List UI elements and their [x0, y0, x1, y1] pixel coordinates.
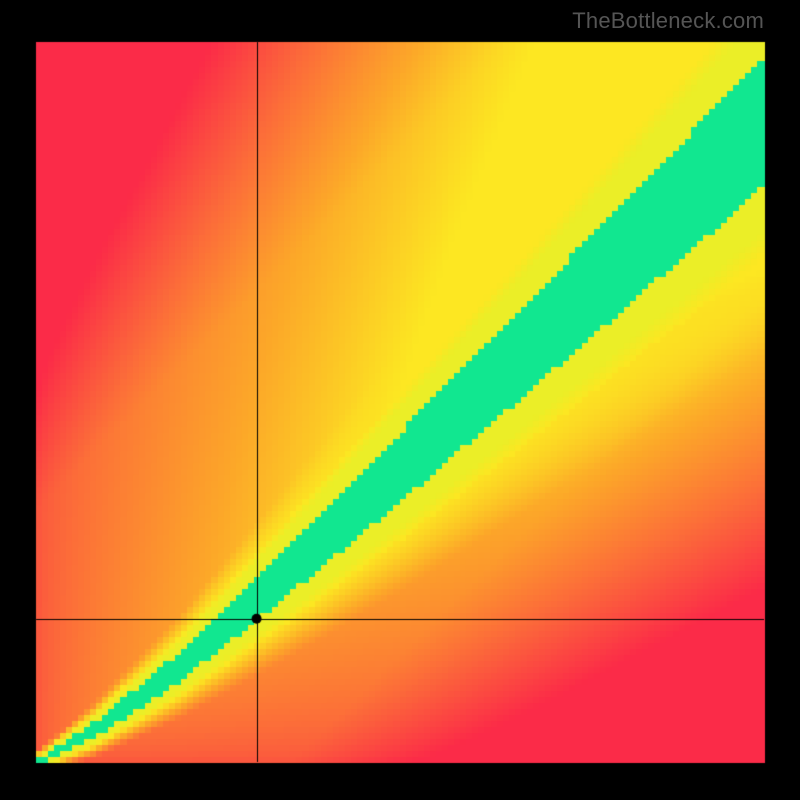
chart-container: TheBottleneck.com [0, 0, 800, 800]
crosshair-overlay [0, 0, 800, 800]
watermark-text: TheBottleneck.com [572, 8, 764, 34]
